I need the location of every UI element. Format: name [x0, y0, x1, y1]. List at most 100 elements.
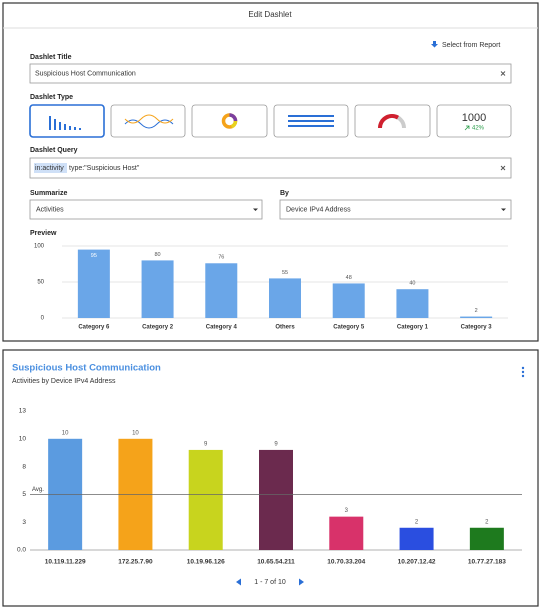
- y-tick-label: 50: [37, 280, 44, 286]
- value-label: 10: [62, 430, 69, 436]
- average-label: Avg.: [32, 487, 44, 493]
- label: Summarize: [30, 190, 67, 197]
- x-tick-label: 10.119.11.229: [45, 559, 86, 566]
- x-tick-label: Others: [275, 325, 295, 331]
- input-text: Suspicious Host Communication: [35, 70, 136, 77]
- donut-icon: [230, 120, 238, 129]
- clear-icon[interactable]: [500, 165, 506, 171]
- table-icon: [288, 115, 334, 127]
- donut-icon: [229, 113, 238, 122]
- bar: [469, 527, 504, 550]
- dashlet-subtitle: Activities by Device IPv4 Address: [12, 378, 116, 385]
- x-tick-label: Category 5: [333, 325, 365, 331]
- value-label: 76: [218, 255, 224, 261]
- y-tick-label: 13: [19, 408, 27, 415]
- x-tick-label: 10.77.27.183: [468, 559, 506, 566]
- value-label: 10: [132, 430, 139, 436]
- select-text: Activities: [36, 206, 64, 213]
- bar: [269, 278, 301, 318]
- query-input[interactable]: [29, 157, 512, 179]
- bar: [259, 449, 293, 550]
- bar-icon: [49, 116, 81, 130]
- bar: [205, 263, 238, 318]
- value-label: 40: [409, 281, 415, 287]
- gauge-icon: [378, 114, 399, 129]
- y-tick-label: 100: [34, 244, 45, 250]
- prev-page[interactable]: [236, 578, 241, 586]
- bar: [141, 260, 174, 318]
- highlight: [34, 163, 67, 173]
- dot: [521, 366, 525, 370]
- select-text: Device IPv4 Address: [286, 206, 351, 213]
- bar: [399, 527, 434, 550]
- value-label: 95: [91, 253, 97, 259]
- title-input[interactable]: [29, 63, 512, 84]
- value-label: 80: [155, 252, 161, 258]
- bar: [396, 289, 429, 318]
- x-tick-label: Category 1: [397, 325, 429, 331]
- query-keyword: in:activity: [35, 165, 64, 172]
- up-arrow: [464, 125, 470, 131]
- x-tick-label: Category 4: [206, 325, 238, 331]
- type-options: 1000 42%: [29, 104, 512, 138]
- value-label: 2: [485, 519, 489, 525]
- kebab-menu[interactable]: [521, 366, 525, 378]
- value-label: 9: [204, 441, 208, 447]
- type-donut[interactable]: [191, 104, 268, 138]
- x-tick-label: 10.70.33.204: [327, 559, 365, 566]
- dot: [521, 370, 525, 374]
- x-tick-label: 10.207.12.42: [398, 559, 436, 566]
- x-tick-label: Category 3: [461, 325, 493, 331]
- bar: [460, 316, 493, 318]
- x-tick-label: 172.25.7.90: [118, 559, 153, 566]
- y-tick-label: 10: [19, 436, 27, 443]
- dot: [521, 374, 525, 378]
- y-tick-label: 0: [41, 316, 45, 322]
- type-number[interactable]: [436, 104, 512, 138]
- type-line[interactable]: [110, 104, 186, 138]
- y-tick-label: 3: [22, 519, 26, 526]
- x-tick-label: Category 6: [78, 325, 110, 331]
- x-tick-label: 10.19.96.126: [187, 559, 225, 566]
- value-label: 3: [345, 508, 349, 514]
- bar: [188, 449, 223, 550]
- pagination: 1 - 7 of 10: [254, 579, 286, 586]
- download-icon: [431, 41, 438, 48]
- query-text: type:"Suspicious Host": [69, 165, 140, 172]
- type-gauge[interactable]: [354, 104, 431, 138]
- label: Preview: [30, 230, 57, 237]
- clear-icon[interactable]: [500, 71, 506, 76]
- number-value: 1000: [462, 112, 486, 124]
- value-label: 2: [415, 519, 419, 525]
- select-link[interactable]: Select from Report: [442, 42, 500, 49]
- value-label: 48: [346, 275, 352, 281]
- caret: [253, 208, 258, 211]
- label: Dashlet Title: [30, 54, 72, 61]
- value-label: 2: [475, 308, 478, 314]
- caret: [501, 208, 506, 211]
- line-icon: [124, 114, 174, 124]
- label: By: [280, 190, 289, 197]
- y-tick-label: 5: [22, 491, 26, 498]
- next-page[interactable]: [299, 578, 304, 586]
- y-tick-label: 8: [22, 463, 26, 470]
- type-bar[interactable]: [29, 104, 105, 138]
- number-delta: 42%: [472, 126, 485, 132]
- label: Dashlet Query: [30, 147, 78, 154]
- dashlet-title: Suspicious Host Communication: [12, 363, 161, 374]
- select-from-report[interactable]: Select from Report: [431, 41, 500, 49]
- by-select[interactable]: [279, 199, 512, 220]
- value-label: 55: [282, 270, 288, 276]
- line-icon: [124, 119, 174, 129]
- bar: [332, 283, 365, 318]
- value-label: 9: [274, 441, 278, 447]
- dialog-title: Edit Dashlet: [248, 10, 292, 19]
- x-tick-label: 10.65.54.211: [257, 559, 295, 566]
- x-tick-label: Category 2: [142, 325, 174, 331]
- label: Dashlet Type: [30, 94, 73, 101]
- summarize-select[interactable]: [29, 199, 263, 220]
- bar: [77, 249, 110, 318]
- bar: [329, 516, 364, 550]
